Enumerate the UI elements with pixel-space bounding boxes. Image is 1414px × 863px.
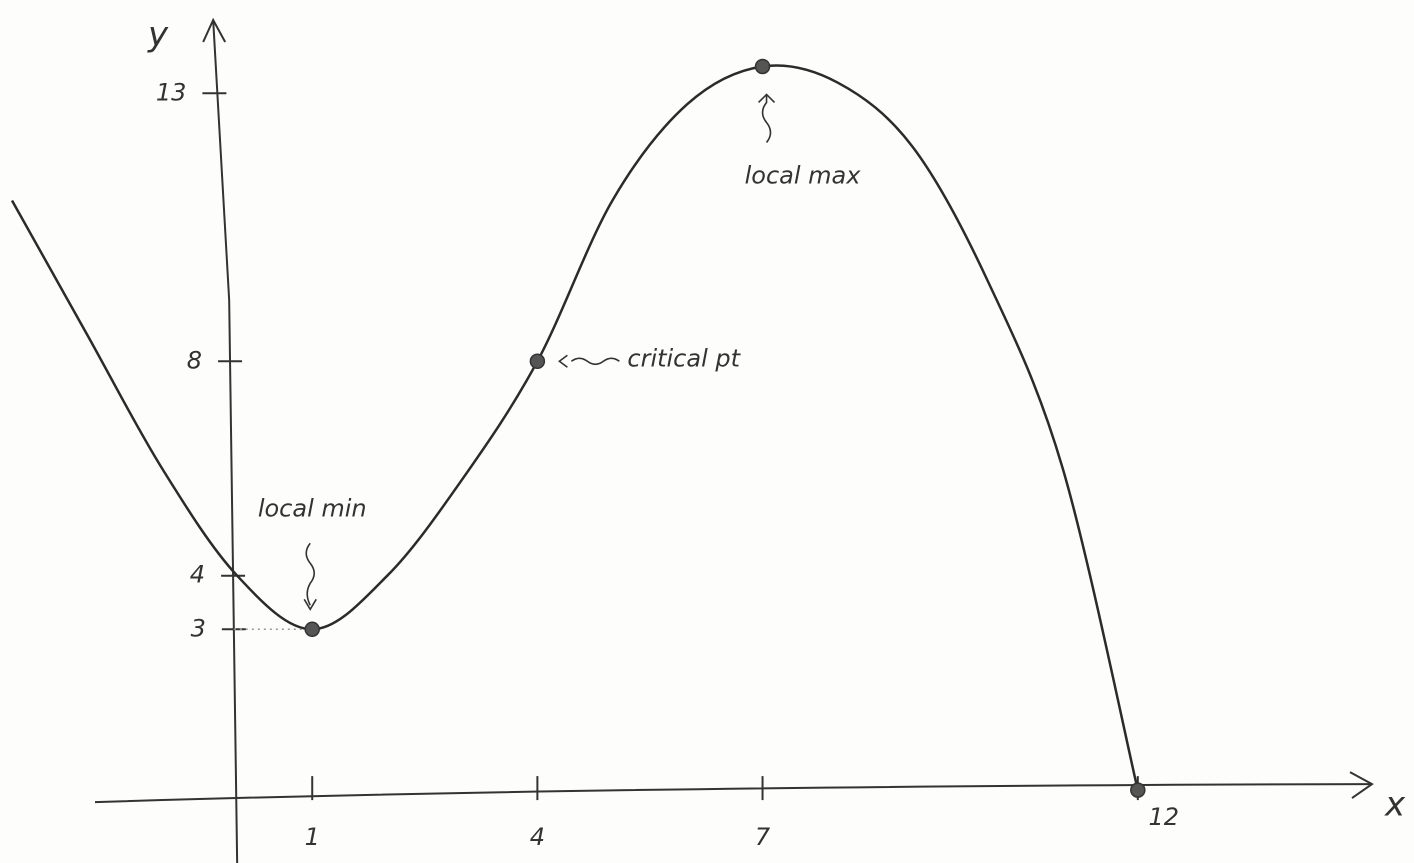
annotation: local min bbox=[258, 494, 367, 522]
chart: x y 3 4 8 13 1 4 7 12 local min critical pt local … bbox=[0, 0, 1414, 863]
annotation-arrow bbox=[759, 94, 775, 142]
y-axis bbox=[213, 20, 237, 863]
y-tick-label: 4 bbox=[190, 561, 205, 589]
point bbox=[1131, 783, 1145, 797]
y-tick-label: 8 bbox=[187, 346, 202, 374]
y-tick-label: 3 bbox=[191, 614, 206, 642]
y-axis-label: y bbox=[147, 15, 169, 55]
x-tick-label: 4 bbox=[530, 823, 545, 851]
point bbox=[530, 354, 544, 368]
point bbox=[756, 59, 770, 73]
x-tick-label: 7 bbox=[755, 823, 771, 851]
point bbox=[305, 622, 319, 636]
x-tick-label: 1 bbox=[305, 823, 320, 851]
y-tick-label: 13 bbox=[156, 78, 187, 106]
curve bbox=[12, 65, 1138, 790]
x-axis-label: x bbox=[1384, 785, 1406, 825]
annotation-arrow bbox=[559, 355, 619, 367]
annotation-arrow bbox=[304, 543, 316, 609]
annotation: local max bbox=[745, 161, 862, 189]
x-axis bbox=[95, 784, 1370, 802]
annotation: critical pt bbox=[627, 344, 741, 372]
x-tick-label: 12 bbox=[1149, 803, 1180, 831]
